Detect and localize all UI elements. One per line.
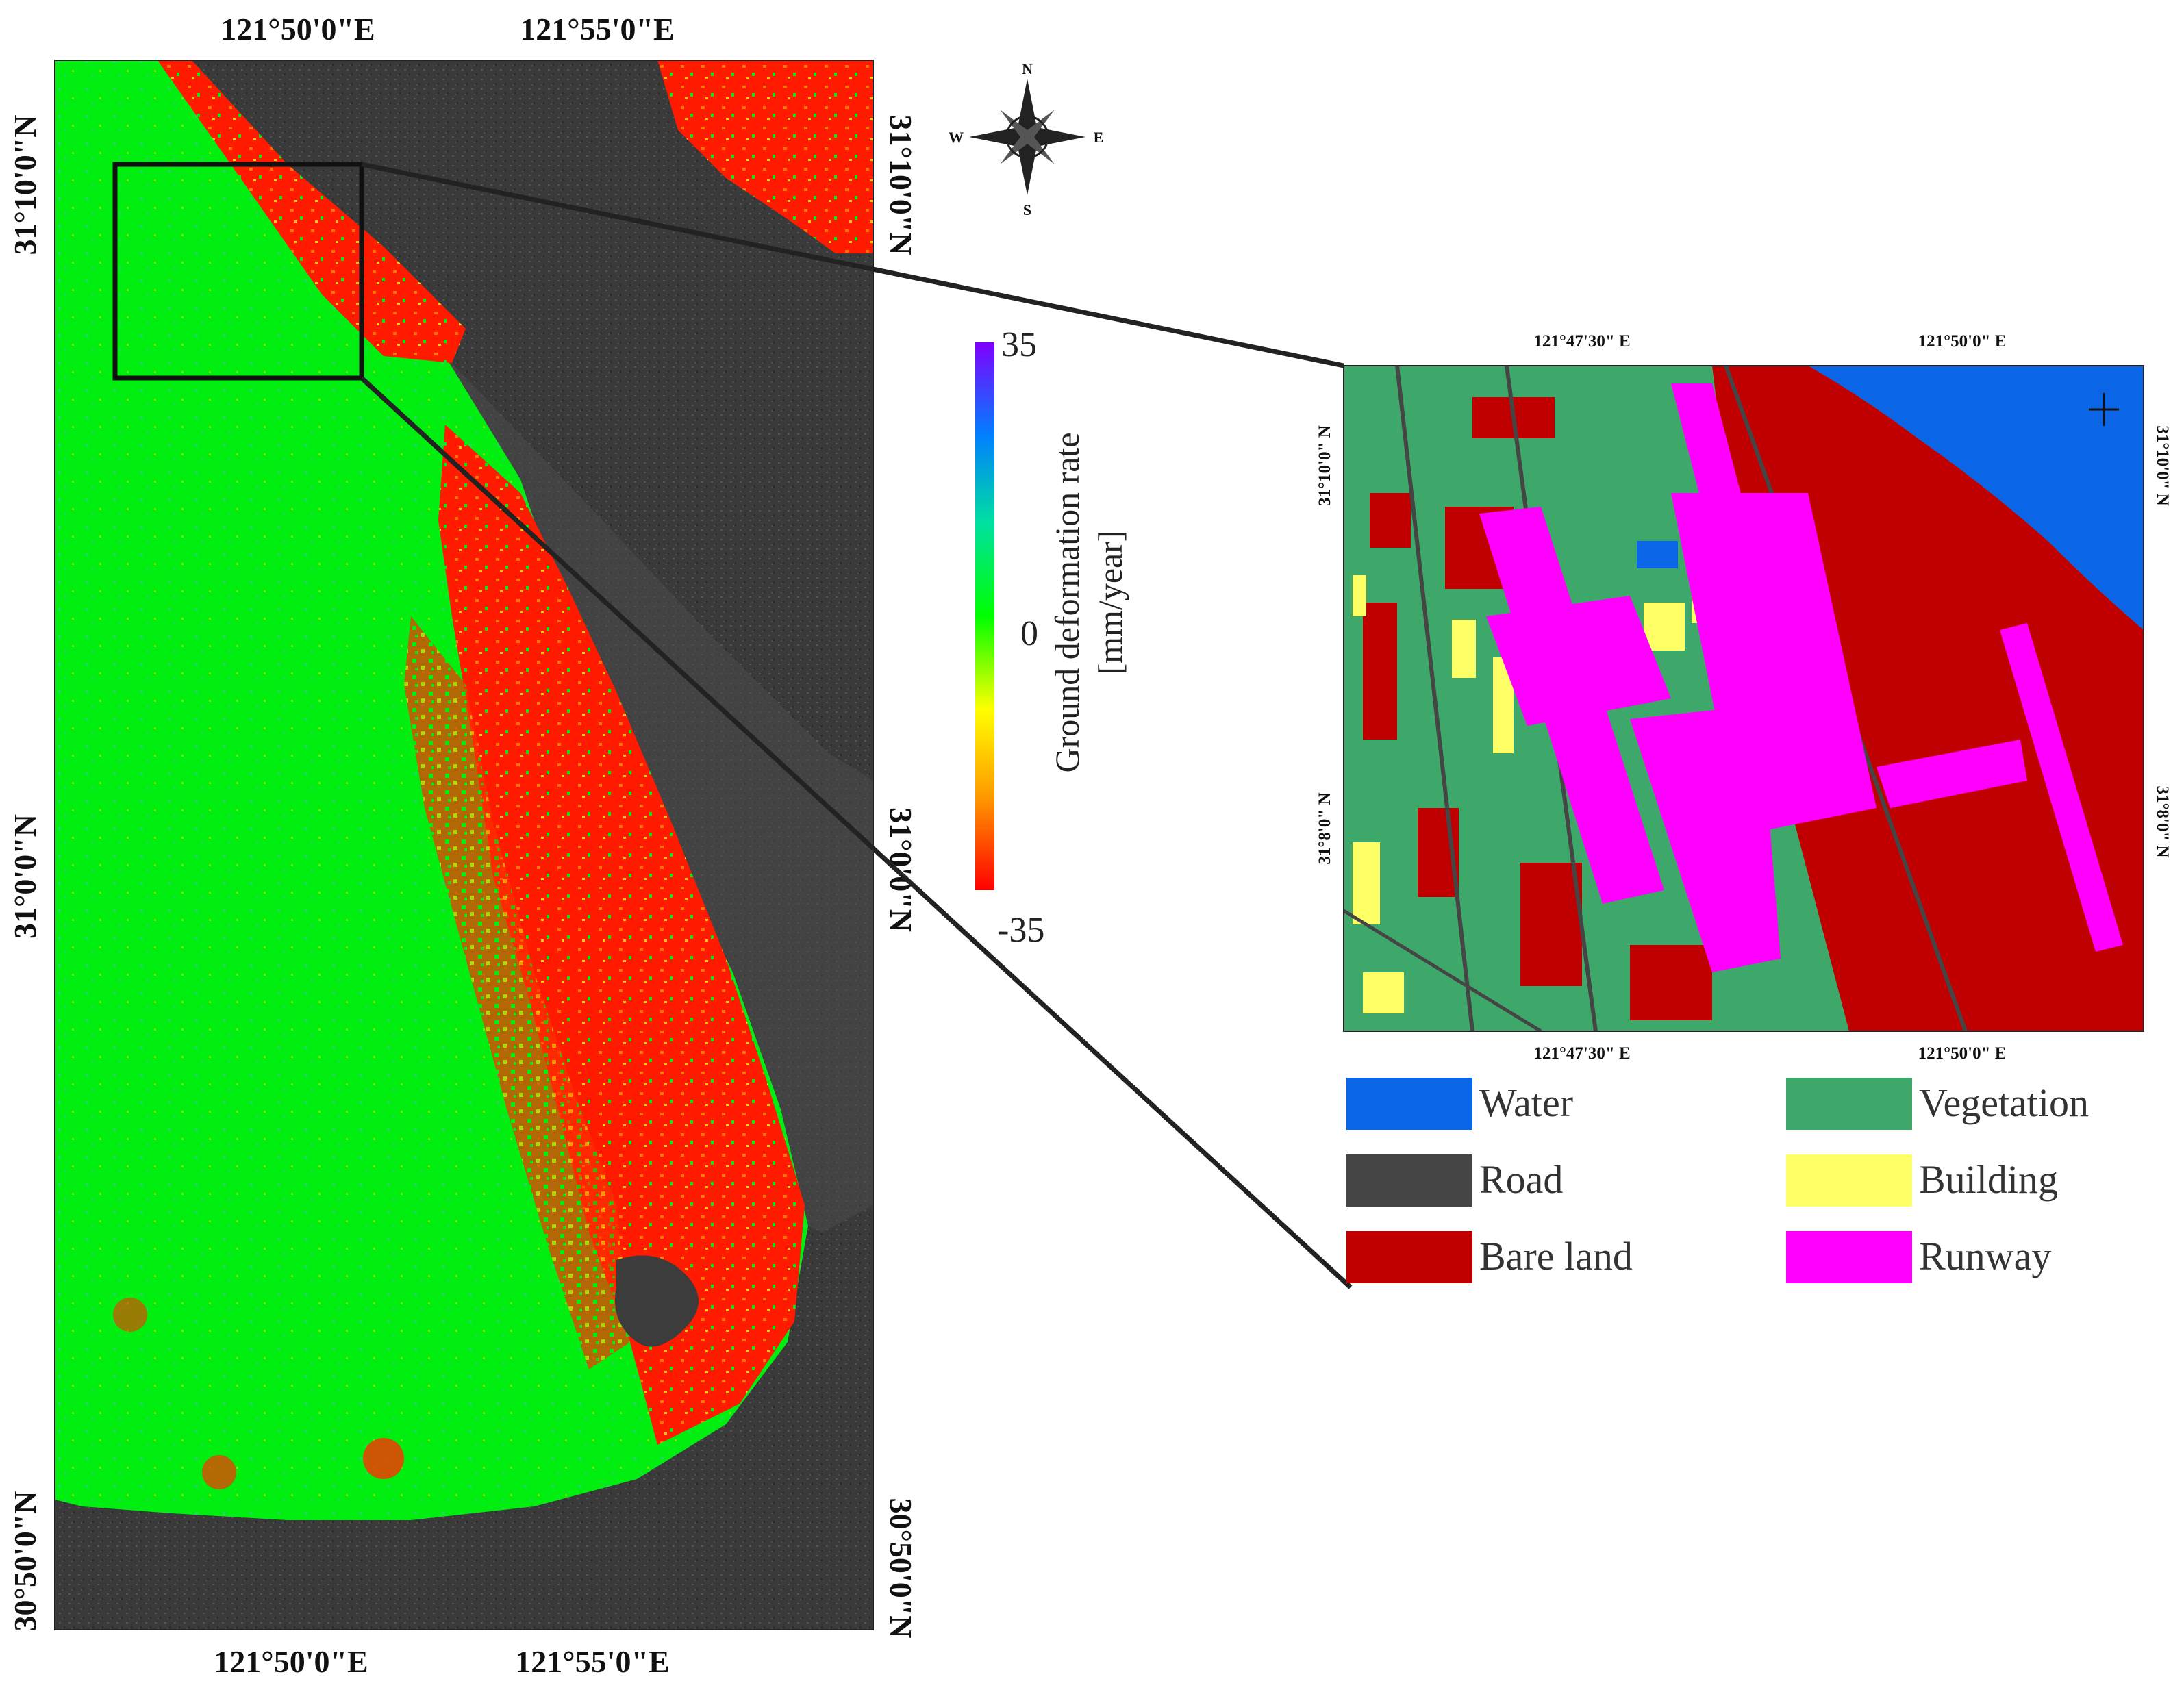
inset-building-6 [1644, 603, 1685, 651]
south-spot-2 [202, 1455, 236, 1489]
inset-building-5 [1363, 972, 1404, 1013]
colorbar-max-label: 35 [1001, 325, 1037, 364]
study-area-box [112, 162, 364, 381]
legend-swatch-road [1346, 1154, 1472, 1207]
airport-patch [615, 1255, 699, 1347]
legend-swatch-vegetation [1786, 1078, 1912, 1130]
colorbar-mid-label: 0 [1020, 614, 1038, 653]
legend-label-runway: Runway [1919, 1234, 2051, 1278]
inset-runway-connector [1877, 740, 2027, 808]
inset-map [1344, 366, 2144, 1031]
subsidence-zone-coast [438, 425, 805, 1445]
inset-left-ticks: 31°10'0" N 31°8'0" N [1316, 425, 1334, 864]
connector-line-bottom [360, 376, 1353, 1289]
inset-north-icon [2089, 393, 2119, 426]
legend-label-vegetation: Vegetation [1919, 1081, 2089, 1125]
main-right-tick-1: 31°10'0"N [883, 115, 918, 255]
legend-label-building: Building [1919, 1157, 2058, 1202]
south-spot-1 [363, 1438, 404, 1479]
inset-building-1 [1353, 575, 1366, 616]
main-right-ticks: 31°10'0"N 31°0'0"N 30°50'0"N [883, 115, 918, 1639]
legend: Water Vegetation Road Building Bare land… [1346, 1078, 2089, 1283]
inset-bare-3 [1363, 603, 1397, 740]
main-right-tick-3: 30°50'0"N [883, 1498, 918, 1639]
inset-bare-5 [1520, 863, 1582, 986]
inset-bottom-tick-2: 121°50'0" E [1918, 1044, 2007, 1063]
inset-bare-coast [1712, 366, 2144, 1031]
compass-w: W [949, 129, 964, 146]
subsidence-zone-north [158, 60, 466, 363]
colorbar-min-label: -35 [997, 911, 1044, 950]
inset-runway-east [2000, 623, 2123, 952]
inset-water-pond [1637, 541, 1678, 568]
inset-left-tick-2: 31°8'0" N [1316, 792, 1334, 864]
main-top-tick-1: 121°50'0"E [221, 12, 375, 47]
inset-top-tick-2: 121°50'0" E [1918, 332, 2007, 351]
inset-building-4 [1353, 842, 1380, 924]
legend-label-road: Road [1479, 1157, 1563, 1202]
inset-road-1 [1395, 366, 1474, 1031]
inset-right-ticks: 31°10'0" N 31°8'0" N [2153, 425, 2172, 857]
main-left-ticks: 31°10'0"N 31°0'0"N 30°50'0"N [8, 115, 42, 1632]
main-right-tick-2: 31°0'0"N [883, 807, 918, 932]
northeast-island [657, 60, 873, 253]
inset-top-tick-1: 121°47'30" E [1533, 332, 1630, 351]
legend-label-water: Water [1479, 1081, 1573, 1125]
inset-frame [1343, 365, 2144, 1032]
colorbar: 35 0 -35 Ground deformation rate [mm/yea… [975, 325, 1129, 950]
colorbar-gradient [975, 342, 994, 890]
main-top-ticks: 121°50'0"E 121°55'0"E [221, 12, 674, 47]
legend-swatch-runway [1786, 1231, 1912, 1283]
inset-building-2 [1452, 620, 1476, 678]
inset-water-sea [1808, 366, 2144, 630]
compass-e: E [1094, 129, 1104, 146]
main-bottom-ticks: 121°50'0"E 121°55'0"E [214, 1644, 669, 1679]
south-spot-3 [113, 1298, 147, 1332]
inset-bottom-ticks: 121°47'30" E 121°50'0" E [1533, 1044, 2006, 1063]
main-map-frame [54, 60, 874, 1630]
colorbar-title-line1: Ground deformation rate [1048, 432, 1086, 772]
legend-swatch-water [1346, 1078, 1472, 1130]
main-map [55, 60, 873, 1630]
compass-s: S [1023, 201, 1031, 218]
main-left-tick-2: 31°0'0"N [8, 814, 42, 939]
legend-label-bare-land: Bare land [1479, 1234, 1633, 1278]
inset-runway-south [1630, 705, 1781, 972]
inset-runway-cross [1486, 596, 1671, 726]
inset-top-ticks: 121°47'30" E 121°50'0" E [1533, 332, 2006, 351]
main-left-tick-1: 31°10'0"N [8, 115, 42, 255]
inset-right-tick-1: 31°10'0" N [2153, 425, 2172, 506]
inset-bare-1 [1370, 493, 1411, 548]
compass-n: N [1022, 60, 1033, 77]
main-top-tick-2: 121°55'0"E [520, 12, 674, 47]
inset-right-tick-2: 31°8'0" N [2153, 785, 2172, 857]
legend-swatch-bare-land [1346, 1231, 1472, 1283]
main-left-tick-3: 30°50'0"N [8, 1491, 42, 1632]
connector-line-top [361, 162, 1344, 368]
inset-bottom-tick-1: 121°47'30" E [1533, 1044, 1630, 1063]
inset-left-tick-1: 31°10'0" N [1316, 425, 1334, 506]
inset-bare-6 [1630, 945, 1712, 1020]
colorbar-title-line2: [mm/year] [1091, 530, 1129, 674]
main-bottom-tick-1: 121°50'0"E [214, 1644, 368, 1679]
main-bottom-tick-2: 121°55'0"E [515, 1644, 669, 1679]
subsidence-mixed-band [404, 616, 630, 1369]
compass-rose-icon: N S E W [949, 60, 1103, 218]
legend-swatch-building [1786, 1154, 1912, 1207]
inset-road-4 [1344, 909, 1542, 1031]
